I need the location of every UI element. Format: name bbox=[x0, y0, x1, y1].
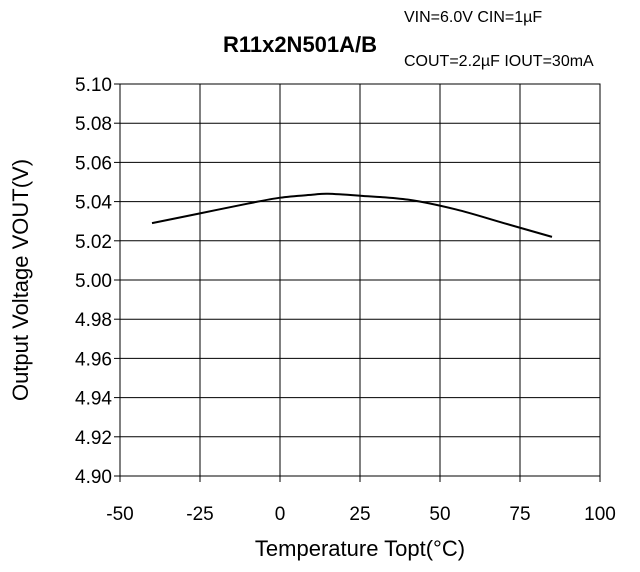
y-tick-label: 5.08 bbox=[75, 114, 112, 135]
x-tick-label: 75 bbox=[509, 504, 530, 525]
y-tick-label: 5.04 bbox=[75, 193, 112, 214]
series bbox=[151, 192, 553, 238]
conditions-line-1: VIN=6.0V CIN=1µF bbox=[404, 9, 542, 26]
y-axis-label: Output Voltage VOUT(V) bbox=[8, 159, 33, 401]
y-tick-label: 5.10 bbox=[75, 75, 112, 96]
grid bbox=[119, 83, 601, 477]
y-axis-ticks: 4.90 4.92 4.94 4.96 4.98 5.00 5.02 5.04 5.06 5.08… bbox=[75, 75, 120, 488]
y-tick-label: 5.00 bbox=[75, 271, 112, 292]
y-tick-label: 4.90 bbox=[75, 467, 112, 488]
y-tick-label: 4.98 bbox=[75, 310, 112, 331]
series-line bbox=[151, 192, 553, 238]
y-tick-label: 5.02 bbox=[75, 232, 112, 253]
y-tick-label: 4.94 bbox=[75, 389, 112, 410]
y-tick-label: 4.92 bbox=[75, 428, 112, 449]
x-tick-label: 0 bbox=[275, 504, 286, 525]
chart-title: R11x2N501A/B bbox=[223, 32, 377, 57]
x-tick-label: -50 bbox=[106, 504, 133, 525]
y-tick-label: 4.96 bbox=[75, 349, 112, 370]
x-axis-ticks: -50 -25 0 25 50 75 100 bbox=[106, 476, 616, 525]
conditions-line-2: COUT=2.2µF IOUT=30mA bbox=[404, 53, 594, 70]
x-tick-label: 50 bbox=[429, 504, 450, 525]
x-tick-label: -25 bbox=[186, 504, 213, 525]
x-tick-label: 25 bbox=[349, 504, 370, 525]
x-tick-label: 100 bbox=[584, 504, 616, 525]
y-tick-label: 5.06 bbox=[75, 153, 112, 174]
x-axis-label: Temperature Topt(°C) bbox=[255, 536, 465, 561]
